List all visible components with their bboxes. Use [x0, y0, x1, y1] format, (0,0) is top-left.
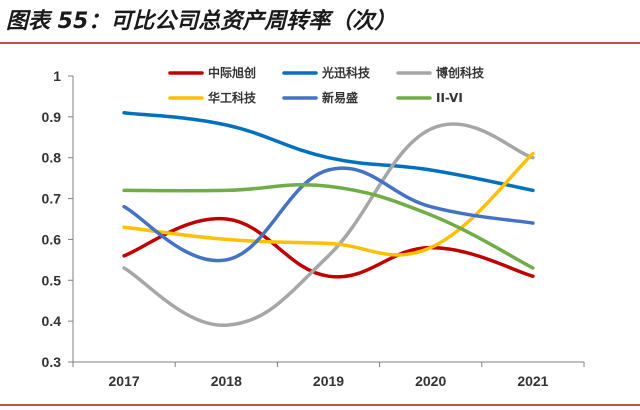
series-line-2: [122, 111, 535, 193]
x-tick-label: 2018: [211, 373, 242, 389]
x-axis-ticks: 2017 2018 2019 2020 2021: [72, 362, 585, 389]
series-line-6: [122, 183, 535, 270]
x-tick-label: 2017: [109, 373, 140, 389]
y-tick-label: 0.3: [42, 354, 62, 370]
title-divider: [0, 42, 640, 44]
y-tick-label: 0.9: [42, 109, 62, 125]
y-axis-ticks: 0.3 0.4 0.5 0.6 0.7 0.8 0.9 1: [42, 68, 73, 370]
legend-label: 华工科技: [208, 90, 257, 105]
series-line-4: [122, 151, 535, 257]
legend-label: 中际旭创: [208, 65, 256, 80]
x-tick-label: 2019: [313, 373, 344, 389]
series-line-5: [122, 166, 535, 263]
series-lines: [122, 111, 535, 327]
x-tick-label: 2021: [517, 373, 548, 389]
x-tick-label: 2020: [415, 373, 446, 389]
legend-label: II-VI: [436, 91, 463, 105]
legend-label: 博创科技: [436, 65, 485, 80]
y-tick-label: 1: [53, 68, 61, 84]
series-line-3: [122, 122, 535, 327]
y-tick-label: 0.6: [42, 231, 62, 247]
y-tick-label: 0.7: [42, 191, 62, 207]
series-line-1: [122, 217, 535, 279]
legend-label: 光迅科技: [321, 65, 371, 80]
y-tick-label: 0.4: [42, 313, 62, 329]
figure-title: 图表 55：可比公司总资产周转率（次）: [6, 9, 397, 34]
y-tick-label: 0.8: [42, 150, 62, 166]
bottom-divider: [0, 404, 640, 406]
y-tick-label: 0.5: [42, 272, 62, 288]
legend-label: 新易盛: [322, 90, 358, 105]
